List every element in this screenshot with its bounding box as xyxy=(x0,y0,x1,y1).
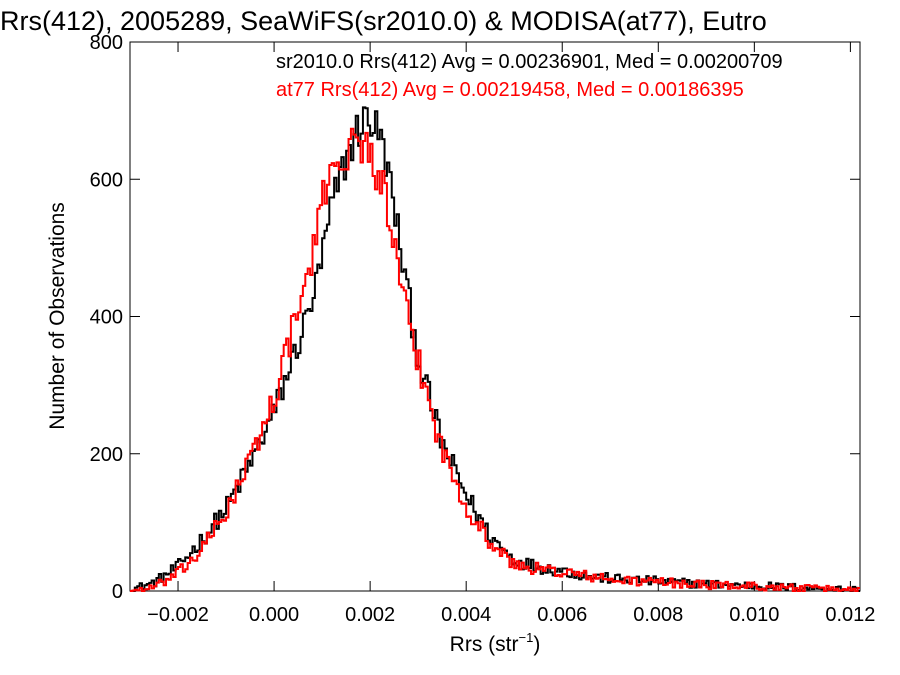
x-tick-label: 0.010 xyxy=(729,604,779,626)
y-tick-label: 600 xyxy=(90,169,123,191)
x-axis-label-main: Rrs (str xyxy=(450,633,519,656)
x-tick-label: 0.006 xyxy=(537,604,587,626)
x-tick-label: 0.004 xyxy=(441,604,491,626)
y-tick-label: 400 xyxy=(90,307,123,329)
x-tick-label: 0.008 xyxy=(633,604,683,626)
x-tick-label: 0.000 xyxy=(249,604,299,626)
series-layer xyxy=(130,106,860,592)
y-tick-label: 0 xyxy=(112,581,123,603)
chart-title: Rrs(412), 2005289, SeaWiFS(sr2010.0) & M… xyxy=(0,6,767,36)
plot-frame xyxy=(129,41,861,592)
x-axis-label-superscript: −1 xyxy=(519,630,534,645)
series-sr2010-line xyxy=(130,106,860,592)
y-axis-ticks: 0 200 400 600 800 xyxy=(90,32,860,603)
legend-entry-at77: at77 Rrs(412) Avg = 0.00219458, Med = 0.… xyxy=(276,79,744,101)
x-axis-ticks: −0.002 0.000 0.002 0.004 0.006 0.008 0.010 0.01… xyxy=(147,42,875,626)
series-at77-line xyxy=(130,127,860,592)
x-axis-label-close: ) xyxy=(533,633,540,656)
y-tick-label: 200 xyxy=(90,444,123,466)
x-tick-label: 0.002 xyxy=(345,604,395,626)
y-tick-label: 800 xyxy=(90,32,123,54)
x-axis-label: Rrs (str−1) xyxy=(450,630,541,656)
legend-entry-sr2010: sr2010.0 Rrs(412) Avg = 0.00236901, Med … xyxy=(276,51,783,73)
y-axis-label: Number of Observations xyxy=(46,202,69,430)
x-tick-label: 0.012 xyxy=(825,604,875,626)
x-tick-label: −0.002 xyxy=(147,604,209,626)
